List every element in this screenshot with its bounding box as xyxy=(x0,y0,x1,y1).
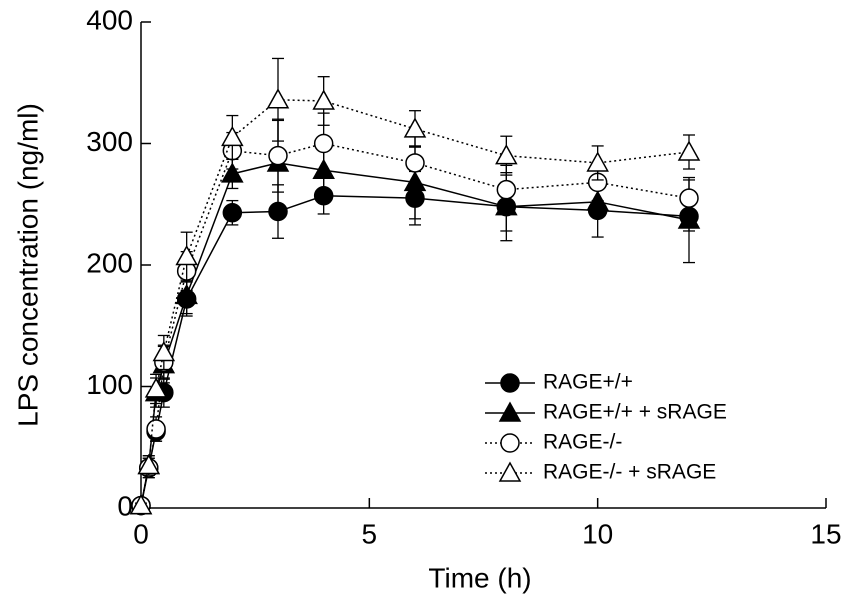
x-axis-label: Time (h) xyxy=(428,562,531,593)
data-point xyxy=(137,453,161,475)
legend-marker xyxy=(498,461,522,482)
y-tick-label: 0 xyxy=(117,490,133,521)
data-point xyxy=(679,188,699,208)
data-point xyxy=(221,162,244,183)
data-point xyxy=(495,144,518,165)
legend-marker xyxy=(500,373,520,393)
data-point xyxy=(152,340,176,362)
y-tick-label: 300 xyxy=(86,126,133,157)
legend-label: RAGE+/+ xyxy=(543,371,633,394)
y-tick-label: 100 xyxy=(86,369,133,400)
data-point xyxy=(144,377,168,398)
data-point xyxy=(175,283,198,305)
x-tick-label: 15 xyxy=(810,518,841,549)
data-point xyxy=(175,244,198,266)
data-point xyxy=(222,203,243,223)
x-tick-label: 0 xyxy=(133,518,149,549)
data-point xyxy=(677,140,701,161)
data-point xyxy=(586,151,609,172)
data-point xyxy=(129,494,153,515)
legend-label: RAGE-/- + sRAGE xyxy=(543,461,716,484)
data-point xyxy=(268,145,288,166)
legend-label: RAGE+/+ + sRAGE xyxy=(543,401,727,424)
x-tick-label: 10 xyxy=(582,518,613,549)
legend-marker xyxy=(500,433,520,453)
data-point xyxy=(405,153,425,173)
series-line xyxy=(140,99,690,506)
data-point xyxy=(146,419,166,439)
data-point xyxy=(266,88,290,109)
y-tick-label: 200 xyxy=(86,247,133,278)
data-point xyxy=(496,179,517,200)
y-axis-label: LPS concentration (ng/ml) xyxy=(12,103,43,427)
legend-marker xyxy=(498,401,522,422)
data-point xyxy=(677,208,701,229)
data-point xyxy=(403,117,427,138)
x-tick-label: 5 xyxy=(362,518,378,549)
y-tick-label: 400 xyxy=(86,4,133,35)
series-line xyxy=(140,194,690,506)
data-point xyxy=(313,133,334,154)
data-point xyxy=(312,89,335,110)
data-point xyxy=(221,125,244,147)
legend-label: RAGE-/- xyxy=(543,431,622,454)
